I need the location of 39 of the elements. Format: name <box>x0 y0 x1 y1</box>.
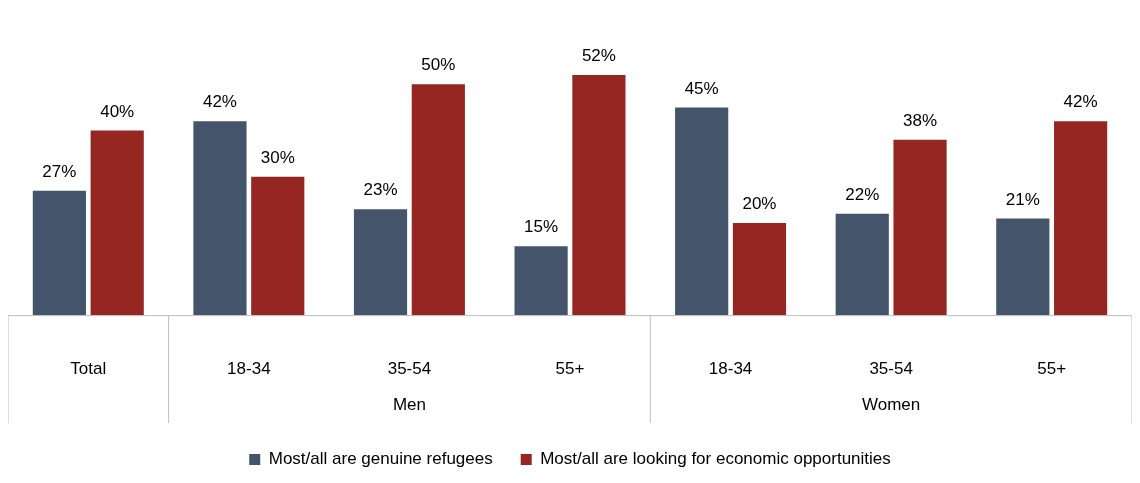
data-label: 52% <box>581 46 616 66</box>
legend-label: Most/all are genuine refugees <box>268 449 493 469</box>
bar <box>514 246 568 316</box>
bar <box>193 121 247 316</box>
bar <box>675 107 729 316</box>
x-tick-label: 55+ <box>555 358 585 378</box>
bar <box>353 209 408 316</box>
data-label: 15% <box>524 217 559 237</box>
bar <box>893 139 947 316</box>
data-label: 27% <box>42 161 77 181</box>
bar <box>732 223 787 316</box>
x-tick-label: 18-34 <box>227 358 271 378</box>
data-label: 40% <box>100 101 135 121</box>
x-tick-label: 35-54 <box>387 358 432 378</box>
data-label: 22% <box>845 185 880 204</box>
bar <box>835 213 889 316</box>
legend-label: Most/all are looking for economic opportunities <box>540 449 891 469</box>
x-tick-label: Total <box>70 358 107 378</box>
x-tick-label: 35-54 <box>869 358 913 378</box>
bar <box>411 84 465 316</box>
text: Men <box>392 394 426 414</box>
data-label: 21% <box>1005 189 1040 209</box>
bar <box>1054 121 1108 316</box>
data-label: 42% <box>1063 92 1098 112</box>
data-label: 42% <box>202 92 237 112</box>
bar <box>572 75 626 316</box>
bar <box>90 130 144 316</box>
data-label: 38% <box>903 110 938 130</box>
bar <box>251 176 305 316</box>
x-tick-label: 18-34 <box>708 358 753 378</box>
text: Women <box>862 394 921 414</box>
bar <box>32 190 86 316</box>
bar <box>996 218 1050 316</box>
data-label: 50% <box>421 55 456 75</box>
data-label: 45% <box>684 78 719 98</box>
data-label: 30% <box>260 147 295 167</box>
x-tick-label: 55+ <box>1037 358 1067 378</box>
data-label: 23% <box>363 180 398 200</box>
data-label: 20% <box>742 194 777 214</box>
